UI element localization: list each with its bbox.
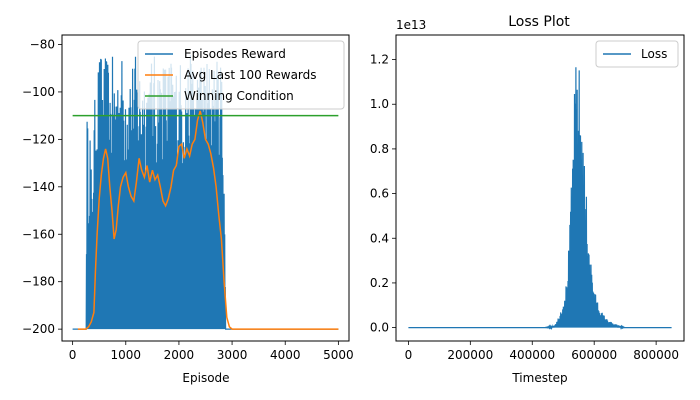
reward-x-tick-label: 5000 xyxy=(323,348,354,362)
reward-y-tick-label: −200 xyxy=(22,322,55,336)
loss-y-tick-label: 1.2 xyxy=(370,53,389,67)
legend-label-winning-condition: Winning Condition xyxy=(184,89,294,103)
reward-x-ticks: 0 1000 2000 3000 4000 5000 xyxy=(69,341,354,362)
loss-x-tick-label: 200000 xyxy=(447,348,493,362)
loss-y-tick-label: 0.2 xyxy=(370,276,389,290)
loss-legend: Loss xyxy=(595,40,679,68)
reward-x-tick-label: 4000 xyxy=(270,348,301,362)
legend-label-loss: Loss xyxy=(641,47,667,61)
loss-x-ticks: 0 200000 400000 600000 800000 xyxy=(405,341,679,362)
reward-y-ticks: −80 −100 −120 −140 −160 −180 −200 xyxy=(22,37,62,336)
loss-chart: Loss Plot 1e13 0 200000 400000 600000 800000… xyxy=(370,14,685,385)
reward-plot-area xyxy=(72,55,339,330)
loss-y-tick-label: 0.0 xyxy=(370,321,389,335)
loss-plot-area xyxy=(408,67,672,330)
reward-legend: Episodes Reward Avg Last 100 Rewards Win… xyxy=(137,40,345,110)
loss-x-tick-label: 400000 xyxy=(509,348,555,362)
reward-x-tick-label: 1000 xyxy=(111,348,142,362)
loss-x-tick-label: 0 xyxy=(405,348,413,362)
reward-y-tick-label: −100 xyxy=(22,85,55,99)
loss-axes-frame xyxy=(395,34,685,342)
reward-y-tick-label: −160 xyxy=(22,227,55,241)
reward-legend-box xyxy=(137,40,345,110)
reward-y-tick-label: −120 xyxy=(22,132,55,146)
loss-x-tick-label: 600000 xyxy=(571,348,617,362)
legend-label-episodes-reward: Episodes Reward xyxy=(184,47,286,61)
loss-y-tick-label: 1.0 xyxy=(370,97,389,111)
loss-x-tick-label: 800000 xyxy=(633,348,679,362)
reward-x-axis-label: Episode xyxy=(182,371,229,385)
series-avg-last-100-line xyxy=(77,110,339,330)
reward-y-tick-label: −140 xyxy=(22,180,55,194)
reward-y-tick-label: −180 xyxy=(22,275,55,289)
loss-y-ticks: 0.0 0.2 0.4 0.6 0.8 1.0 1.2 xyxy=(370,53,396,335)
reward-x-tick-label: 3000 xyxy=(217,348,248,362)
loss-chart-title: Loss Plot xyxy=(508,14,570,30)
series-loss-line xyxy=(408,67,672,330)
loss-legend-box xyxy=(595,40,679,68)
loss-y-tick-label: 0.4 xyxy=(370,231,389,245)
reward-x-tick-label: 0 xyxy=(69,348,77,362)
legend-label-avg-last-100: Avg Last 100 Rewards xyxy=(184,68,317,82)
loss-x-axis-label: Timestep xyxy=(511,371,567,385)
loss-y-tick-label: 0.8 xyxy=(370,142,389,156)
loss-y-offset-text: 1e13 xyxy=(396,18,426,32)
reward-chart: 0 1000 2000 3000 4000 5000 −80 −100 −120 −140 −16… xyxy=(22,34,354,385)
reward-y-tick-label: −80 xyxy=(30,37,55,51)
loss-y-tick-label: 0.6 xyxy=(370,187,389,201)
reward-axes-frame xyxy=(61,34,350,342)
reward-x-tick-label: 2000 xyxy=(164,348,195,362)
